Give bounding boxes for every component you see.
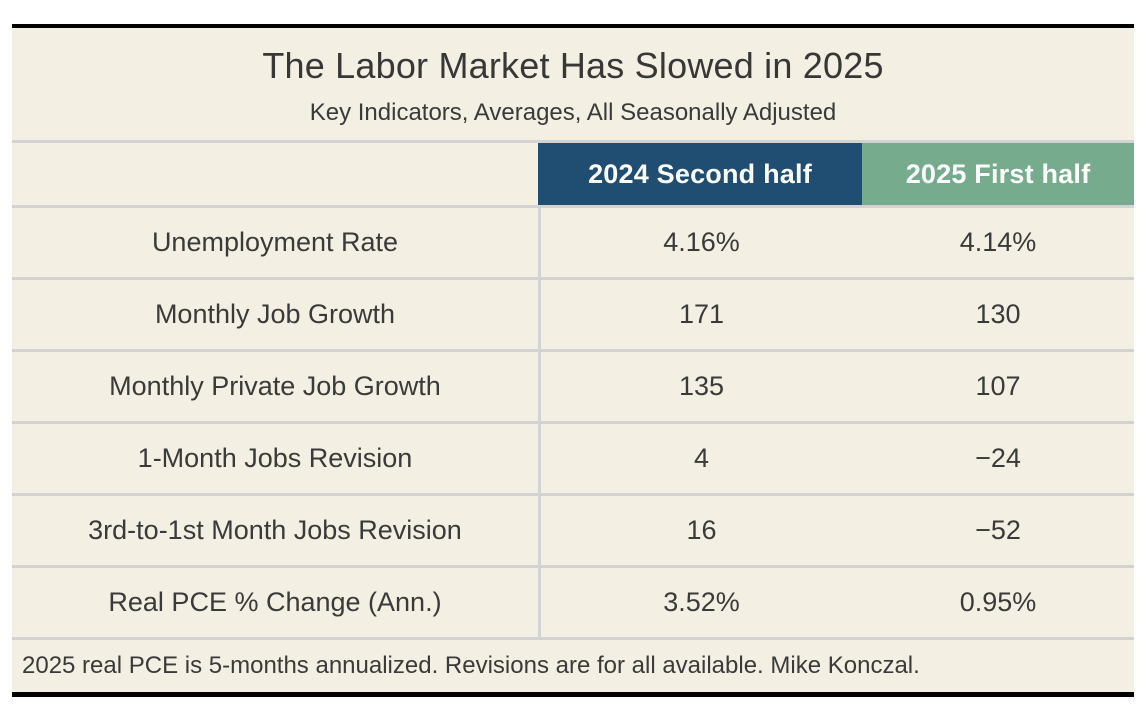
column-header-row: 2024 Second half 2025 First half (12, 140, 1134, 205)
row-value-2025: 0.95% (959, 587, 1037, 617)
row-value-2024: 4.16% (538, 208, 862, 277)
table-row-real-pce-change: Real PCE % Change (Ann.) 3.52% 0.95% (12, 565, 1134, 637)
row-label: Monthly Private Job Growth (109, 371, 441, 401)
row-value-2024: 16 (538, 496, 862, 565)
row-label: Monthly Job Growth (154, 299, 396, 329)
row-value-2024: 171 (538, 280, 862, 349)
table-subtitle: Key Indicators, Averages, All Seasonally… (309, 99, 837, 126)
table-bottom-border (12, 692, 1134, 697)
row-value-2025: −24 (975, 443, 1021, 473)
table-top-border (12, 24, 1134, 28)
row-value-2024: 3.52% (538, 568, 862, 637)
column-header-2024-second-half: 2024 Second half (538, 143, 862, 205)
row-label: 3rd-to-1st Month Jobs Revision (88, 515, 462, 545)
table-row-unemployment-rate: Unemployment Rate 4.16% 4.14% (12, 205, 1134, 277)
table-row-monthly-job-growth: Monthly Job Growth 171 130 (12, 277, 1134, 349)
column-header-2025-first-half: 2025 First half (862, 143, 1134, 205)
row-value-2025: 107 (975, 371, 1021, 401)
table-footnote: 2025 real PCE is 5-months annualized. Re… (12, 637, 1134, 692)
row-value-2025: 130 (975, 299, 1021, 329)
table-header-block: The Labor Market Has Slowed in 2025 Key … (12, 28, 1134, 140)
row-label: 1-Month Jobs Revision (137, 443, 413, 473)
row-value-2025: 4.14% (959, 227, 1037, 257)
labor-market-table: The Labor Market Has Slowed in 2025 Key … (12, 24, 1134, 697)
table-title: The Labor Market Has Slowed in 2025 (262, 45, 884, 86)
row-value-2024: 135 (538, 352, 862, 421)
table-row-1-month-jobs-revision: 1-Month Jobs Revision 4 −24 (12, 421, 1134, 493)
column-header-indicator-spacer (12, 143, 538, 205)
row-label: Real PCE % Change (Ann.) (108, 587, 442, 617)
table-row-monthly-private-job-growth: Monthly Private Job Growth 135 107 (12, 349, 1134, 421)
row-value-2024: 4 (538, 424, 862, 493)
row-value-2025: −52 (975, 515, 1021, 545)
row-label: Unemployment Rate (151, 227, 399, 257)
table-row-3rd-to-1st-month-jobs-revision: 3rd-to-1st Month Jobs Revision 16 −52 (12, 493, 1134, 565)
